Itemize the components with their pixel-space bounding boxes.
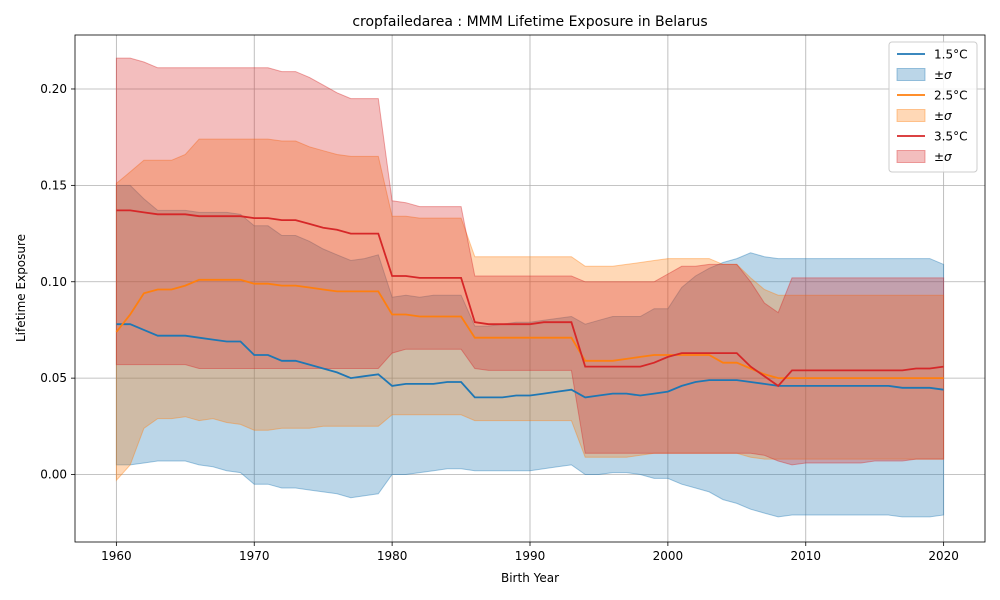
legend-label: ±σ — [934, 68, 952, 82]
x-tick-label: 1990 — [515, 549, 546, 563]
legend-label: 3.5°C — [934, 130, 967, 144]
lines — [115, 209, 944, 399]
legend-band-swatch — [896, 150, 926, 163]
x-tick-label: 1980 — [377, 549, 408, 563]
legend-box — [888, 41, 978, 173]
y-axis-label: Lifetime Exposure — [14, 234, 28, 342]
series-line — [115, 278, 944, 380]
legend: 1.5°C ±σ 2.5°C ±σ 3.5°C ±σ — [888, 41, 978, 173]
legend-label: ±σ — [934, 109, 952, 123]
sigma-band — [115, 138, 945, 482]
series-line — [116, 209, 944, 388]
grid — [75, 35, 985, 542]
legend-label: ±σ — [934, 150, 952, 164]
y-axis-ticks: 0.00 0.05 0.10 0.15 0.20 — [40, 82, 75, 482]
y-tick-label: 0.10 — [40, 275, 67, 289]
legend-label: 1.5°C — [934, 48, 967, 62]
legend-band-swatch — [896, 68, 926, 81]
legend-band-swatch — [896, 109, 926, 122]
sigma-band — [115, 184, 945, 518]
x-tick-label: 2000 — [653, 549, 684, 563]
y-tick-label: 0.00 — [40, 468, 67, 482]
chart-title: cropfailedarea : MMM Lifetime Exposure i… — [352, 14, 707, 30]
x-axis-ticks: 1960 1970 1980 1990 2000 2010 2020 — [101, 542, 959, 563]
y-tick-label: 0.20 — [40, 82, 67, 96]
y-tick-label: 0.05 — [40, 371, 67, 385]
legend-label: 2.5°C — [934, 89, 967, 103]
x-tick-label: 2010 — [790, 549, 821, 563]
y-tick-label: 0.15 — [40, 178, 67, 192]
series-line — [116, 323, 944, 399]
x-tick-label: 1960 — [101, 549, 132, 563]
x-axis-label: Birth Year — [501, 571, 559, 585]
x-tick-label: 1970 — [239, 549, 270, 563]
x-tick-label: 2020 — [928, 549, 959, 563]
